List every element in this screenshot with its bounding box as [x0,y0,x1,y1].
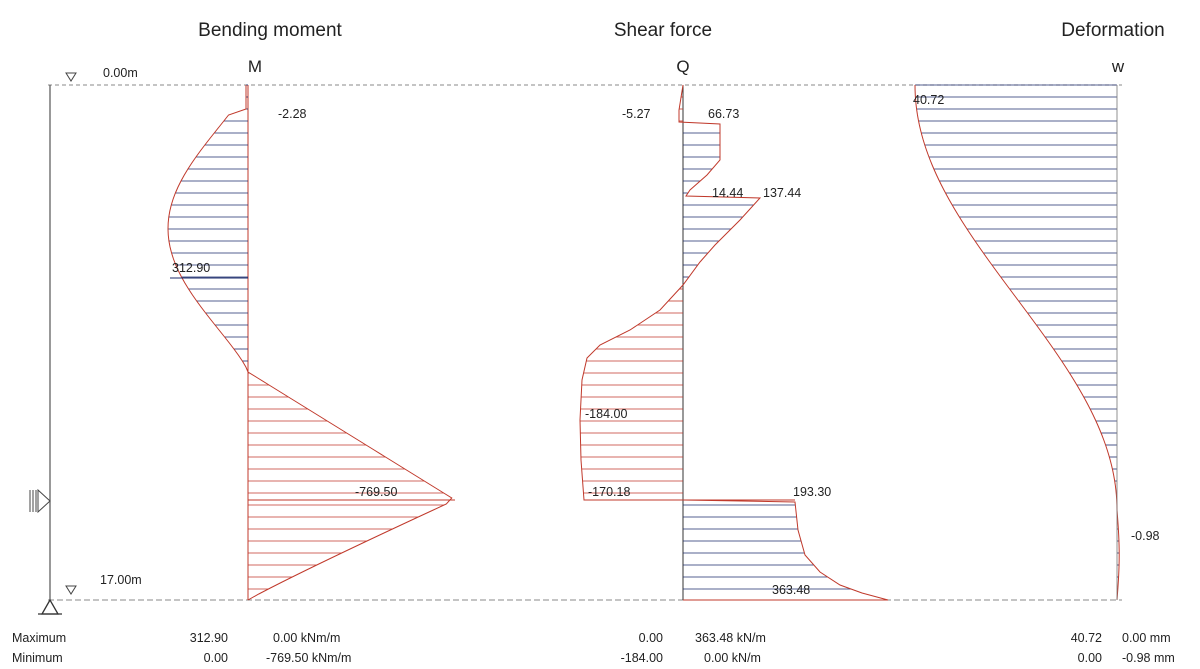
shear-symbol: Q [676,57,689,76]
shear-label-mid: -184.00 [585,407,627,421]
moment-outline [167,85,453,601]
summary-minimum-label: Minimum [12,651,63,665]
moment-summary-max-right: 0.00 kNm/m [273,631,340,645]
deformation-summary-min-left: 0.00 [1078,651,1102,665]
deformation-symbol: w [1111,57,1125,76]
top-level-marker-icon [65,72,77,82]
moment-label-top: -2.28 [278,107,307,121]
moment-label-max: 312.90 [172,261,210,275]
shear-summary-min-right: 0.00 kN/m [704,651,761,665]
shear-title: Shear force [614,20,712,41]
bottom-level-label: 17.00m [100,573,142,587]
pin-support-icon [38,598,62,615]
deformation-outline [914,84,1120,601]
shear-summary-max-right: 363.48 kN/m [695,631,766,645]
deformation-summary-min-right: -0.98 mm [1122,651,1175,665]
moment-summary-min-right: -769.50 kNm/m [266,651,351,665]
deformation-title: Deformation [1061,20,1165,41]
shear-summary-max-left: 0.00 [639,631,663,645]
moment-diagram [167,84,455,601]
summary-maximum-label: Maximum [12,631,66,645]
shear-label-top-left: -5.27 [622,107,651,121]
deformation-label-top: 40.72 [913,93,944,107]
moment-summary-min-left: 0.00 [204,651,228,665]
bottom-level-marker-icon [65,585,77,595]
shear-label-bottom: 363.48 [772,583,810,597]
shear-label-low-left: -170.18 [588,485,630,499]
top-level-label: 0.00m [103,66,138,80]
deformation-label-bottom: -0.98 [1131,529,1160,543]
shear-summary-min-left: -184.00 [621,651,663,665]
moment-summary-max-left: 312.90 [190,631,228,645]
moment-label-min: -769.50 [355,485,397,499]
shear-label-top-right: 66.73 [708,107,739,121]
shear-outline [579,84,889,601]
deformation-summary-max-right: 0.00 mm [1122,631,1171,645]
shear-diagram [579,84,889,601]
deformation-diagram [914,84,1120,601]
shear-label-low-right: 193.30 [793,485,831,499]
moment-symbol: M [248,57,262,76]
shear-label-step-left: 14.44 [712,186,743,200]
shear-label-step-right: 137.44 [763,186,801,200]
anchor-support-icon [29,488,51,514]
moment-title: Bending moment [198,20,342,41]
deformation-summary-max-left: 40.72 [1071,631,1102,645]
